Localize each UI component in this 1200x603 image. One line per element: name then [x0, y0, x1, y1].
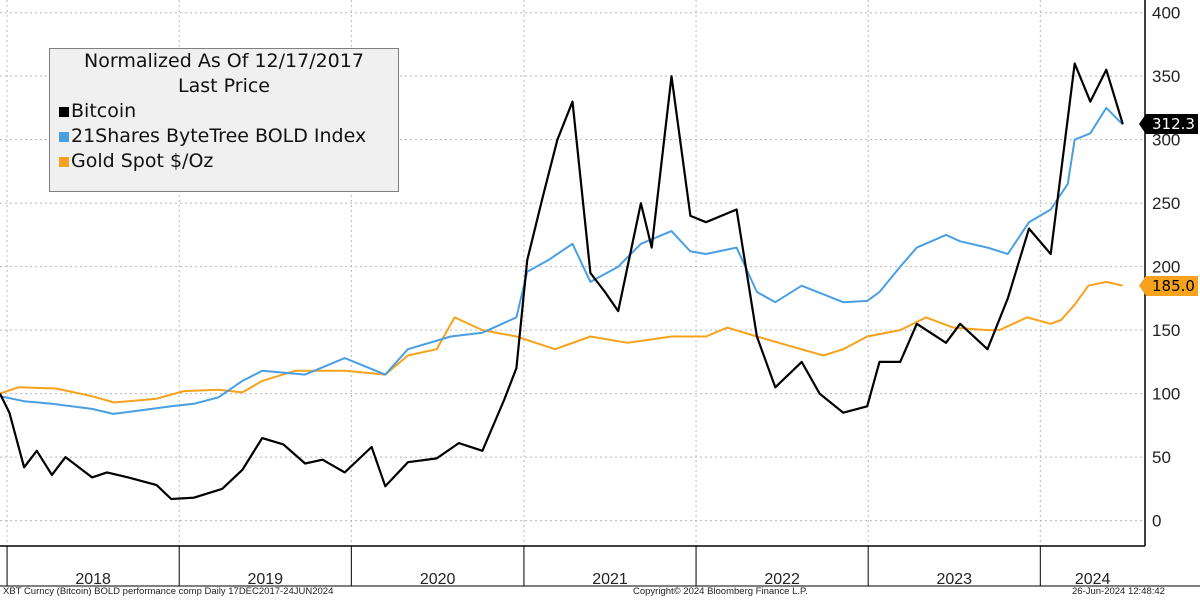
axes	[0, 0, 1200, 587]
x-axis-tick-labels: 2018 2019 2020 2021 2022 2023 2024	[75, 571, 1110, 588]
last-price-pointer	[1139, 114, 1146, 135]
legend-label: Bitcoin	[71, 100, 137, 122]
x-tick-label: 2022	[764, 571, 800, 588]
y-tick-label: 150	[1152, 321, 1180, 340]
x-tick-label: 2019	[247, 571, 283, 588]
last-price-label: 312.3	[1146, 114, 1198, 135]
legend-label: 21Shares ByteTree BOLD Index	[71, 125, 367, 147]
y-tick-label: 0	[1152, 512, 1161, 531]
footer-timestamp: 26-Jun-2024 12:48:42	[1072, 586, 1165, 597]
x-tick-label: 2023	[936, 571, 972, 588]
legend-entry: Bitcoin	[50, 99, 398, 124]
series-line-21shares-bytetree-bold-index	[0, 106, 1124, 415]
x-tick-label: 2024	[1075, 571, 1111, 588]
last-price-label: 185.0	[1146, 275, 1198, 296]
footer-source: XBT Curncy (Bitcoin) BOLD performance co…	[3, 586, 334, 597]
x-tick-label: 2021	[592, 571, 628, 588]
legend-title: Normalized As Of 12/17/2017	[84, 50, 364, 72]
y-tick-label: 200	[1152, 258, 1180, 277]
series-line-bitcoin	[0, 62, 1124, 501]
legend-swatch	[59, 106, 69, 117]
legend-entry: 21Shares ByteTree BOLD Index	[50, 124, 398, 149]
series-lines	[0, 62, 1124, 501]
y-tick-label: 300	[1152, 131, 1180, 150]
legend-swatch	[59, 156, 69, 167]
legend-swatch	[59, 131, 69, 142]
y-tick-label: 100	[1152, 385, 1180, 404]
last-price-pointer	[1139, 275, 1146, 296]
y-axis-tick-labels: 0 50 100 150 200 250 300 350 400	[1152, 4, 1180, 531]
x-tick-label: 2018	[75, 571, 111, 588]
legend-entries: Bitcoin 21Shares ByteTree BOLD Index Gold …	[50, 99, 398, 174]
footer-copyright: Copyright© 2024 Bloomberg Finance L.P.	[633, 586, 808, 597]
legend-subtitle: Last Price	[178, 75, 270, 97]
legend-entry: Gold Spot $/Oz	[50, 149, 398, 174]
y-tick-label: 350	[1152, 67, 1180, 86]
series-line-gold-spot-oz	[0, 280, 1124, 404]
y-tick-label: 250	[1152, 194, 1180, 213]
x-tick-label: 2020	[420, 571, 456, 588]
legend: Normalized As Of 12/17/2017 Last Price B…	[49, 48, 399, 192]
legend-label: Gold Spot $/Oz	[71, 150, 214, 172]
y-tick-label: 50	[1152, 448, 1171, 467]
y-tick-label: 400	[1152, 4, 1180, 23]
